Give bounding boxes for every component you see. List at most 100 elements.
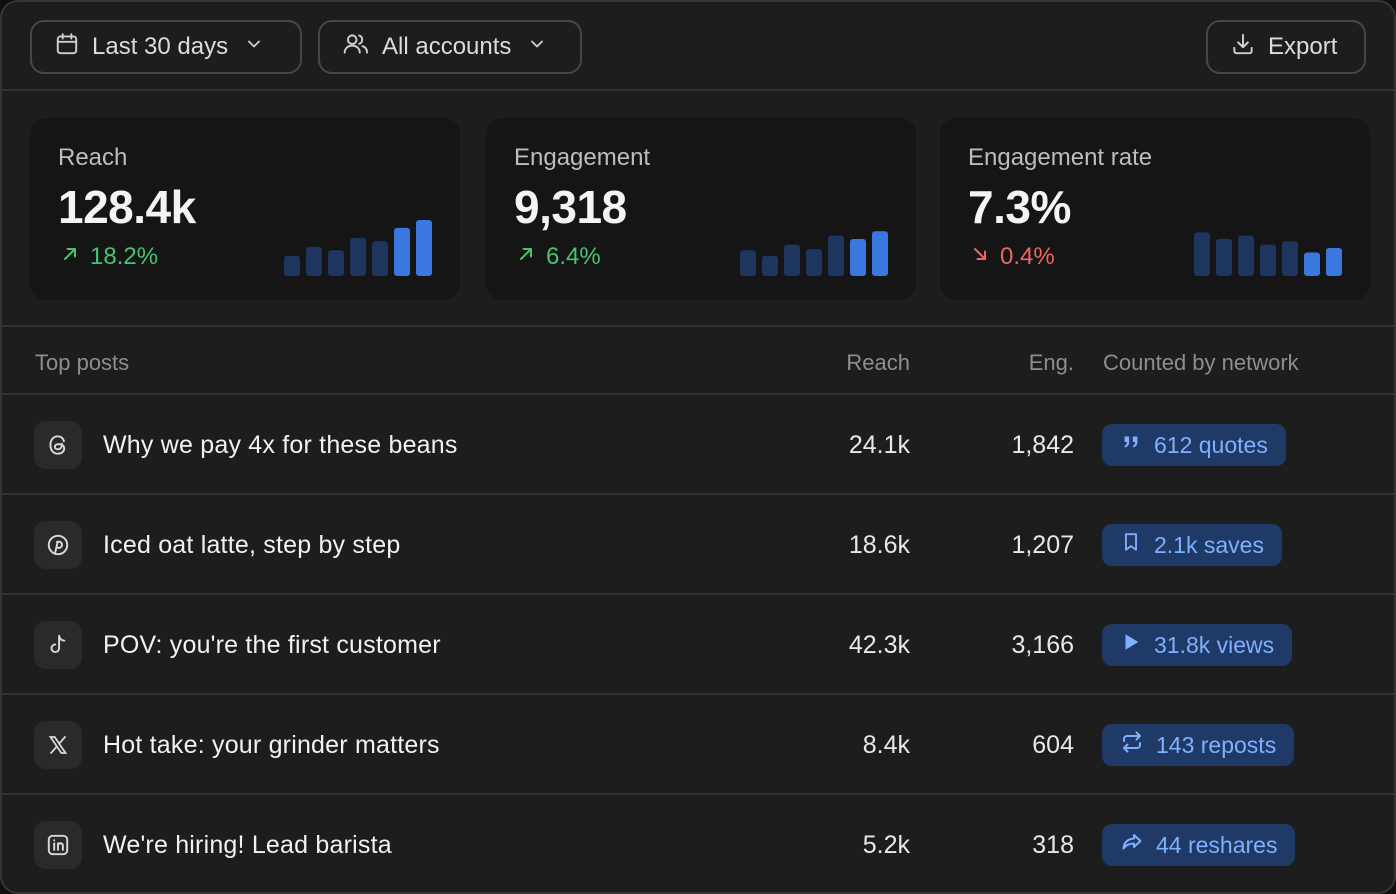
column-header-eng[interactable]: Eng. — [1028, 350, 1074, 375]
date-range-dropdown[interactable]: Last 30 days — [30, 20, 302, 74]
stat-card-engagement-rate: Engagement rate 7.3% 0.4% — [940, 118, 1370, 300]
spark-bar — [1304, 252, 1320, 276]
play-icon — [1120, 631, 1142, 659]
stats-row: Reach 128.4k 18.2% Engagement 9,318 6.4%… — [2, 91, 1394, 327]
table-row[interactable]: Hot take: your grinder matters 8.4k 604 … — [2, 695, 1394, 795]
post-reach: 8.4k — [862, 731, 910, 759]
accounts-label: All accounts — [382, 33, 512, 60]
stat-value: 9,318 — [514, 181, 627, 233]
table-row[interactable]: Why we pay 4x for these beans 24.1k 1,84… — [2, 395, 1394, 495]
export-button[interactable]: Export — [1206, 20, 1366, 74]
spark-bar — [740, 250, 756, 276]
stat-delta: 0.4% — [970, 243, 1055, 271]
arrow-down-right-icon — [970, 243, 990, 271]
arrow-up-right-icon — [516, 243, 536, 271]
badge-label: 2.1k saves — [1154, 531, 1264, 558]
post-title: Iced oat latte, step by step — [103, 531, 401, 559]
spark-bar — [828, 235, 844, 276]
pinterest-icon — [34, 521, 82, 569]
spark-bar — [372, 241, 388, 276]
repost-icon — [1120, 730, 1144, 760]
spark-bar — [284, 255, 300, 276]
spark-bar — [872, 231, 888, 276]
tiktok-icon — [34, 621, 82, 669]
spark-bar — [350, 237, 366, 276]
spark-bar — [1194, 232, 1210, 276]
stat-delta: 6.4% — [516, 243, 601, 271]
stat-delta-value: 18.2% — [90, 243, 159, 270]
calendar-icon — [54, 31, 80, 64]
table-row[interactable]: We're hiring! Lead barista 5.2k 318 44 r… — [2, 795, 1394, 892]
stat-delta-value: 6.4% — [546, 243, 601, 270]
post-reach: 5.2k — [862, 831, 910, 859]
network-metric-badge: 612 quotes — [1102, 424, 1286, 466]
spark-bar — [1282, 241, 1298, 276]
spark-bar — [416, 220, 432, 276]
network-metric-badge: 44 reshares — [1102, 824, 1296, 866]
badge-label: 31.8k views — [1154, 631, 1275, 658]
sparkline-bars — [284, 220, 432, 276]
export-label: Export — [1268, 33, 1338, 60]
badge-label: 612 quotes — [1154, 431, 1268, 458]
toolbar: Last 30 days All accounts Export — [2, 2, 1394, 91]
network-metric-badge: 31.8k views — [1102, 624, 1293, 666]
users-icon — [342, 31, 370, 64]
chevron-down-icon — [527, 33, 547, 61]
post-engagement: 318 — [1032, 831, 1074, 859]
post-title: We're hiring! Lead barista — [103, 831, 392, 859]
stat-label: Engagement — [514, 144, 651, 171]
accounts-dropdown[interactable]: All accounts — [318, 20, 582, 74]
bookmark-icon — [1120, 531, 1142, 559]
post-engagement: 3,166 — [1011, 631, 1074, 659]
post-engagement: 604 — [1032, 731, 1074, 759]
spark-bar — [1238, 235, 1254, 276]
post-reach: 24.1k — [848, 431, 910, 459]
linkedin-icon — [34, 821, 82, 869]
badge-label: 44 reshares — [1156, 831, 1278, 858]
spark-bar — [328, 250, 344, 276]
spark-bar — [1260, 244, 1276, 276]
column-header-reach[interactable]: Reach — [846, 350, 910, 375]
spark-bar — [850, 239, 866, 276]
post-title: POV: you're the first customer — [103, 631, 441, 659]
spark-bar — [1216, 239, 1232, 276]
network-metric-badge: 143 reposts — [1102, 724, 1295, 766]
x-icon — [34, 721, 82, 769]
arrow-up-right-icon — [60, 243, 80, 271]
badge-label: 143 reposts — [1156, 731, 1277, 758]
stat-card-reach: Reach 128.4k 18.2% — [30, 118, 460, 300]
post-engagement: 1,842 — [1011, 431, 1074, 459]
table-row[interactable]: POV: you're the first customer 42.3k 3,1… — [2, 595, 1394, 695]
sparkline-bars — [740, 231, 888, 276]
stat-label: Reach — [58, 144, 128, 171]
spark-bar — [784, 244, 800, 276]
column-header-network: Counted by network — [1103, 350, 1299, 375]
stat-label: Engagement rate — [968, 144, 1153, 171]
chevron-down-icon — [244, 33, 264, 61]
spark-bar — [394, 227, 410, 276]
post-title: Why we pay 4x for these beans — [103, 431, 458, 459]
spark-bar — [762, 255, 778, 276]
spark-bar — [806, 249, 822, 276]
stat-delta: 18.2% — [60, 243, 158, 271]
network-metric-badge: 2.1k saves — [1102, 524, 1282, 566]
share-icon — [1120, 830, 1144, 860]
date-range-label: Last 30 days — [92, 33, 229, 60]
post-engagement: 1,207 — [1011, 531, 1074, 559]
sparkline-bars — [1194, 232, 1342, 276]
stat-value: 128.4k — [58, 181, 196, 233]
spark-bar — [306, 246, 322, 276]
stat-delta-value: 0.4% — [1000, 243, 1055, 270]
post-title: Hot take: your grinder matters — [103, 731, 440, 759]
download-icon — [1230, 31, 1256, 64]
stat-value: 7.3% — [968, 181, 1071, 233]
stat-card-engagement: Engagement 9,318 6.4% — [486, 118, 916, 300]
quote-icon — [1120, 431, 1142, 459]
table-header: Top posts Reach Eng. Counted by network — [2, 327, 1394, 395]
table-row[interactable]: Iced oat latte, step by step 18.6k 1,207… — [2, 495, 1394, 595]
post-reach: 42.3k — [848, 631, 910, 659]
column-header-title: Top posts — [35, 350, 130, 375]
threads-icon — [34, 421, 82, 469]
post-reach: 18.6k — [848, 531, 910, 559]
